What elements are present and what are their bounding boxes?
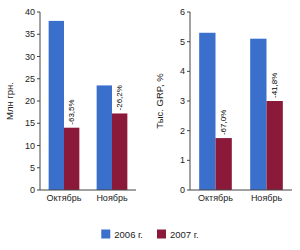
bars [49,21,128,190]
chart-root: 0510152025303540Млн грн.ОктябрьНоябрь-63… [0,0,300,250]
y-tick-label: 0 [180,185,185,195]
y-tick-label: 3 [180,96,185,106]
legend: 2006 г. 2007 г. [101,229,198,240]
y-tick-label: 1 [180,155,185,165]
y-tick-label: 5 [180,37,185,47]
annotation: -63,5% [67,99,76,124]
x-tick-label: Ноябрь [251,193,283,203]
y-tick-label: 35 [25,29,35,39]
y-tick-label: 6 [180,7,185,17]
annotation: -26,2% [115,85,124,110]
y-axis-label: Млн грн. [4,82,15,120]
y-tick-label: 25 [25,74,35,84]
chart-svg: 0510152025303540Млн грн.ОктябрьНоябрь-63… [0,0,300,250]
x-axis-line [40,190,136,191]
bar [267,101,283,190]
legend-swatch [101,230,110,239]
annotation: -41,8% [270,73,279,98]
y-tick-label: 10 [25,141,35,151]
x-tick-label: Октябрь [198,193,233,203]
bar [199,33,215,190]
y-tick-label: 20 [25,96,35,106]
y-tick-label: 2 [180,126,185,136]
bar [250,39,266,190]
subplot: 0 1 2 3 4 5 6 Тыс. GRP, % Октябрь Ноябрь -67,0% -41… [154,7,292,203]
y-axis-line [40,12,41,190]
legend-label: 2007 г. [170,229,199,240]
bar [97,85,112,190]
y-tick-label: 4 [180,66,185,76]
y-tick-label: 40 [25,7,35,17]
x-tick-label: Ноябрь [96,193,128,203]
y-axis-line [190,12,191,190]
bar [216,138,232,190]
y-tick-label: 5 [30,163,35,173]
legend-swatch [157,230,166,239]
x-axis-line [190,190,292,191]
annotation: -67,0% [219,110,228,135]
legend-label: 2006 г. [114,229,143,240]
y-tick-label: 0 [30,185,35,195]
y-tick-label: 15 [25,118,35,128]
bar [112,113,127,190]
bars [199,33,283,190]
y-axis-label: Тыс. GRP, % [154,73,165,129]
subplot: 0 5 10 15 20 25 30 35 40 Млн грн. Октябрь Ноябрь -63… [4,7,136,203]
bar [49,21,64,190]
x-tick-label: Октябрь [47,193,82,203]
y-tick-label: 30 [25,52,35,62]
bar [64,128,79,190]
